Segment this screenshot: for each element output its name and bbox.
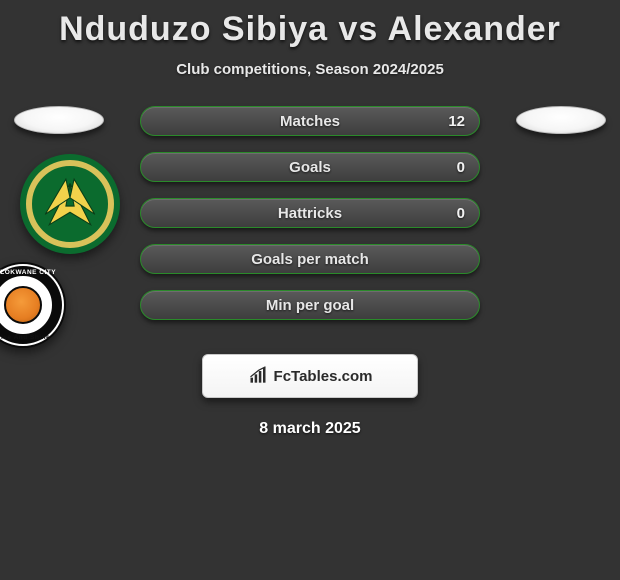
stat-label: Hattricks [278, 205, 342, 222]
club-crest-right: POLOKWANE CITY Rise And Shine [0, 262, 66, 348]
page-subtitle: Club competitions, Season 2024/2025 [0, 61, 620, 78]
stat-label: Matches [280, 113, 340, 130]
stat-label: Goals per match [251, 251, 369, 268]
crest-center-icon [4, 286, 42, 324]
crest-top-text: POLOKWANE CITY [0, 269, 64, 276]
page-title: Nduduzo Sibiya vs Alexander [0, 0, 620, 49]
stat-right-value: 0 [457, 159, 465, 176]
crest-bottom-text: Rise And Shine [0, 334, 64, 341]
stat-label: Min per goal [266, 297, 354, 314]
brand-card[interactable]: FcTables.com [202, 354, 418, 398]
stat-row-goals: Goals 0 [140, 152, 480, 182]
stat-right-value: 0 [457, 205, 465, 222]
club-crest-left [20, 154, 120, 254]
bar-chart-icon [248, 366, 268, 386]
arrows-icon [39, 173, 101, 235]
footer-date: 8 march 2025 [0, 420, 620, 438]
comparison-stage: POLOKWANE CITY Rise And Shine Matches 12… [0, 106, 620, 346]
stat-row-goals-per-match: Goals per match [140, 244, 480, 274]
stat-row-min-per-goal: Min per goal [140, 290, 480, 320]
stat-row-matches: Matches 12 [140, 106, 480, 136]
player-photo-placeholder-right [516, 106, 606, 134]
stat-right-value: 12 [448, 113, 465, 130]
brand-text: FcTables.com [274, 368, 373, 385]
stat-row-hattricks: Hattricks 0 [140, 198, 480, 228]
stat-pill-list: Matches 12 Goals 0 Hattricks 0 Goals per… [140, 106, 480, 336]
player-photo-placeholder-left [14, 106, 104, 134]
stat-label: Goals [289, 159, 331, 176]
